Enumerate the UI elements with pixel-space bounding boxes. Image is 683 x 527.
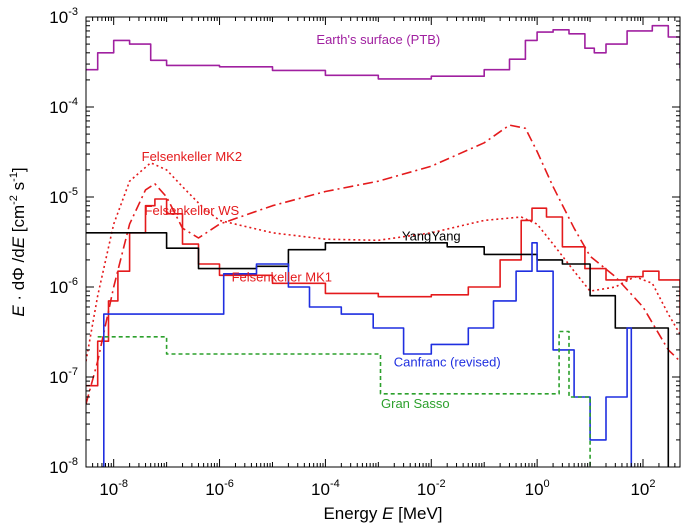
series-layer	[86, 24, 680, 467]
ticks-layer: 10-8 10-6 10-4 10-2 100 102 10-8 10-7 10-6 10-5 10…	[49, 6, 681, 499]
y-tick-label: 10-4	[49, 96, 78, 117]
y-axis-label: E · dΦ /dE [cm-2 s-1]	[8, 167, 28, 316]
series-line-3	[86, 198, 680, 387]
series-label-3: Felsenkeller MK1	[232, 270, 332, 285]
series-label-2: Felsenkeller WS	[145, 203, 240, 218]
y-tick-label: 10-5	[49, 186, 78, 207]
x-tick-label: 102	[630, 478, 655, 499]
series-line-0	[86, 24, 680, 80]
x-tick-label: 100	[525, 478, 550, 499]
series-label-4: YangYang	[402, 228, 461, 243]
x-tick-label: 10-8	[99, 478, 128, 499]
x-tick-label: 10-6	[205, 478, 234, 499]
series-line-1	[86, 124, 680, 405]
series-labels: Earth's surface (PTB) Felsenkeller MK2 Fel…	[142, 32, 501, 411]
y-tick-label: 10-7	[49, 366, 78, 387]
y-tick-label: 10-8	[49, 456, 78, 477]
series-line-4	[86, 232, 670, 467]
y-tick-label: 10-3	[49, 6, 78, 27]
x-tick-label: 10-2	[417, 478, 446, 499]
x-tick-label: 10-4	[311, 478, 340, 499]
series-label-6: Gran Sasso	[381, 396, 450, 411]
series-label-0: Earth's surface (PTB)	[316, 32, 440, 47]
series-label-1: Felsenkeller MK2	[142, 149, 242, 164]
y-tick-label: 10-6	[49, 276, 78, 297]
series-label-5: Canfranc (revised)	[394, 355, 501, 370]
x-axis-label: Energy E [MeV]	[323, 504, 442, 523]
series-line-6	[97, 330, 591, 467]
plot-frame	[85, 16, 681, 468]
series-line-2	[86, 162, 680, 362]
series-line-5	[101, 242, 633, 467]
